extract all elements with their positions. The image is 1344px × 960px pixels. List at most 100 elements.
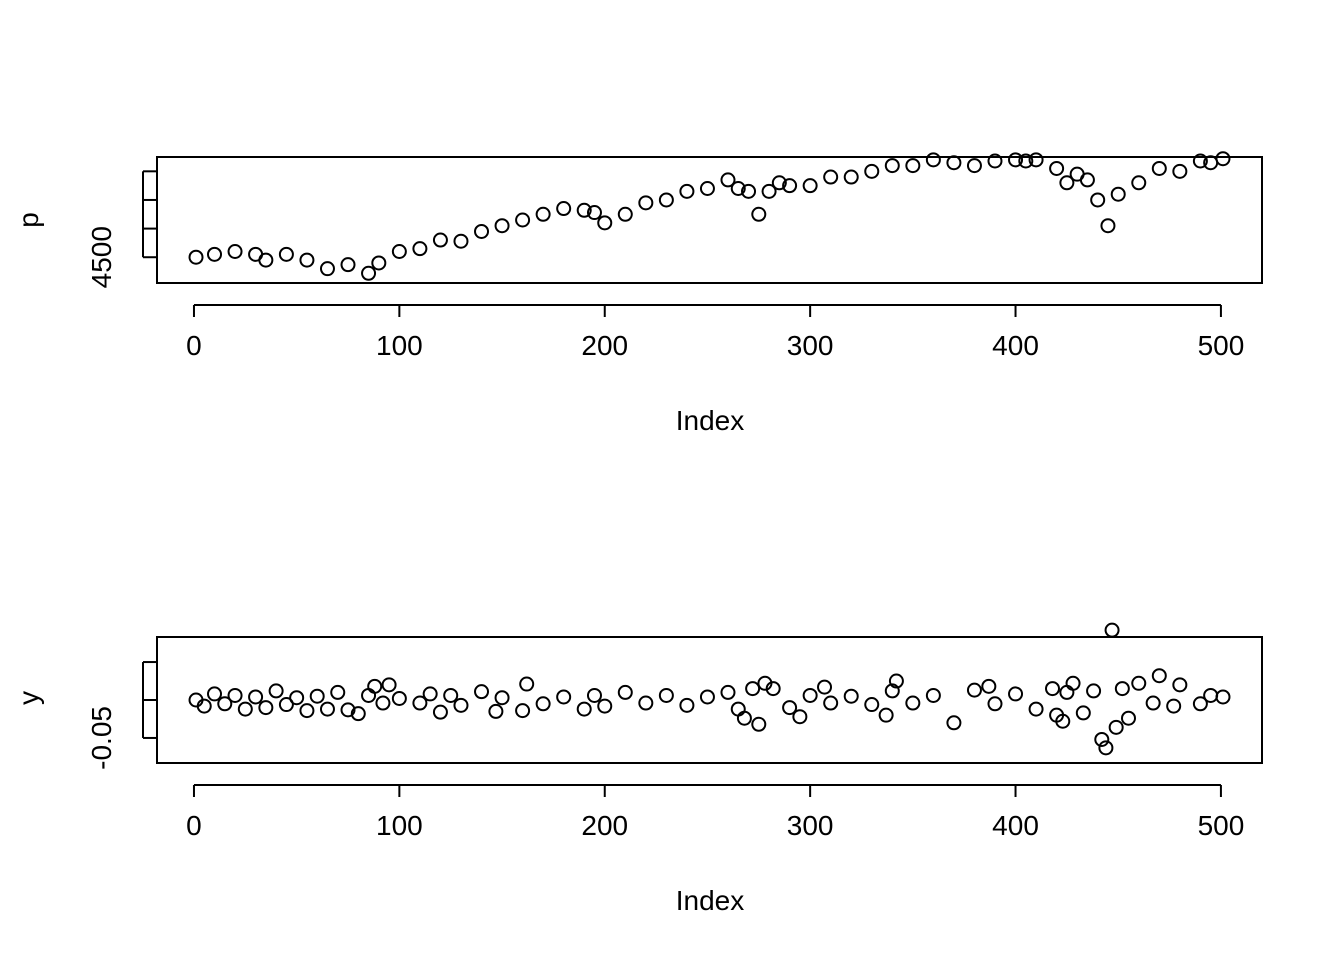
data-point [1192,153,1208,169]
data-point [381,677,397,693]
data-point [1145,695,1161,711]
data-point [340,257,356,273]
data-point [1075,705,1091,721]
data-point [576,701,592,717]
x-tick-label: 400 [992,810,1039,841]
data-point [289,690,305,706]
data-point [494,690,510,706]
data-point [319,701,335,717]
data-point [751,716,767,732]
data-point [1090,192,1106,208]
data-point [765,681,781,697]
data-point [864,697,880,713]
data-point [412,695,428,711]
data-point [391,244,407,259]
data-point [1131,175,1147,191]
data-point [278,697,294,713]
x-tick-label: 100 [376,810,423,841]
y-axis-label: y [13,691,44,705]
y-tick-label: -0.05 [86,706,117,770]
data-point [792,709,808,725]
data-point [535,696,551,712]
data-point [679,697,695,713]
data-point [802,178,818,194]
data-point [1215,151,1231,167]
data-point [1008,686,1024,702]
data-point [1114,681,1130,697]
data-point [745,681,761,697]
data-point [741,183,757,199]
data-point [925,152,941,168]
x-axis: 0 100 200 300 400 500 [186,304,1245,361]
data-point [371,255,387,271]
data-point [1028,701,1044,717]
data-point [888,673,904,689]
data-point [1192,696,1208,712]
data-point [617,684,633,700]
data-point [1100,218,1116,234]
data-point [515,703,531,719]
data-point [258,700,274,716]
data-point [638,695,654,711]
x-axis-label: Index [676,885,745,916]
data-point [309,688,325,704]
data-point [586,205,602,221]
data-point [1172,163,1188,179]
data-point [878,707,894,723]
data-point [905,158,921,174]
x-tick-label: 300 [787,810,834,841]
data-point [227,244,243,259]
data-point [319,261,335,277]
data-point [391,690,407,706]
data-point [1166,698,1182,714]
data-point [1045,681,1061,697]
data-point [422,686,438,702]
data-point [474,223,490,239]
data-point [817,679,833,695]
data-point [443,687,459,703]
x-tick-label: 500 [1198,330,1245,361]
data-point [617,206,633,222]
y-axis: 4500 [86,170,157,288]
data-point [1215,689,1231,705]
data-point [556,689,572,705]
data-point [1151,160,1167,176]
data-point [278,246,294,262]
x-tick-label: 300 [787,330,834,361]
data-point [1028,152,1044,168]
price-panel: 0 100 200 300 400 500 4500 Index p [13,151,1263,436]
data-point [905,695,921,711]
data-point [884,158,900,174]
data-point [519,676,535,692]
data-point [1079,172,1095,188]
data-point [535,206,551,222]
data-point [453,697,469,713]
data-point [823,169,839,185]
x-tick-label: 100 [376,330,423,361]
data-point [367,678,383,694]
data-point [207,246,223,262]
data-point [227,687,243,703]
data-point [720,684,736,700]
data-point [966,158,982,174]
data-point [207,686,223,702]
x-tick-label: 0 [186,810,202,841]
data-point [1131,675,1147,691]
data-point [340,702,356,718]
data-point [1018,153,1034,169]
data-point [1108,719,1124,735]
plot-frame [156,156,1263,284]
data-point [1059,175,1075,191]
data-point [987,696,1003,712]
data-point [1151,668,1167,684]
data-point [981,678,997,694]
data-point [638,195,654,211]
data-point [1055,713,1071,729]
data-point [350,706,366,722]
data-point [761,183,777,199]
data-point [925,687,941,703]
x-tick-label: 200 [581,330,628,361]
data-point [494,218,510,234]
data-point [730,181,746,196]
